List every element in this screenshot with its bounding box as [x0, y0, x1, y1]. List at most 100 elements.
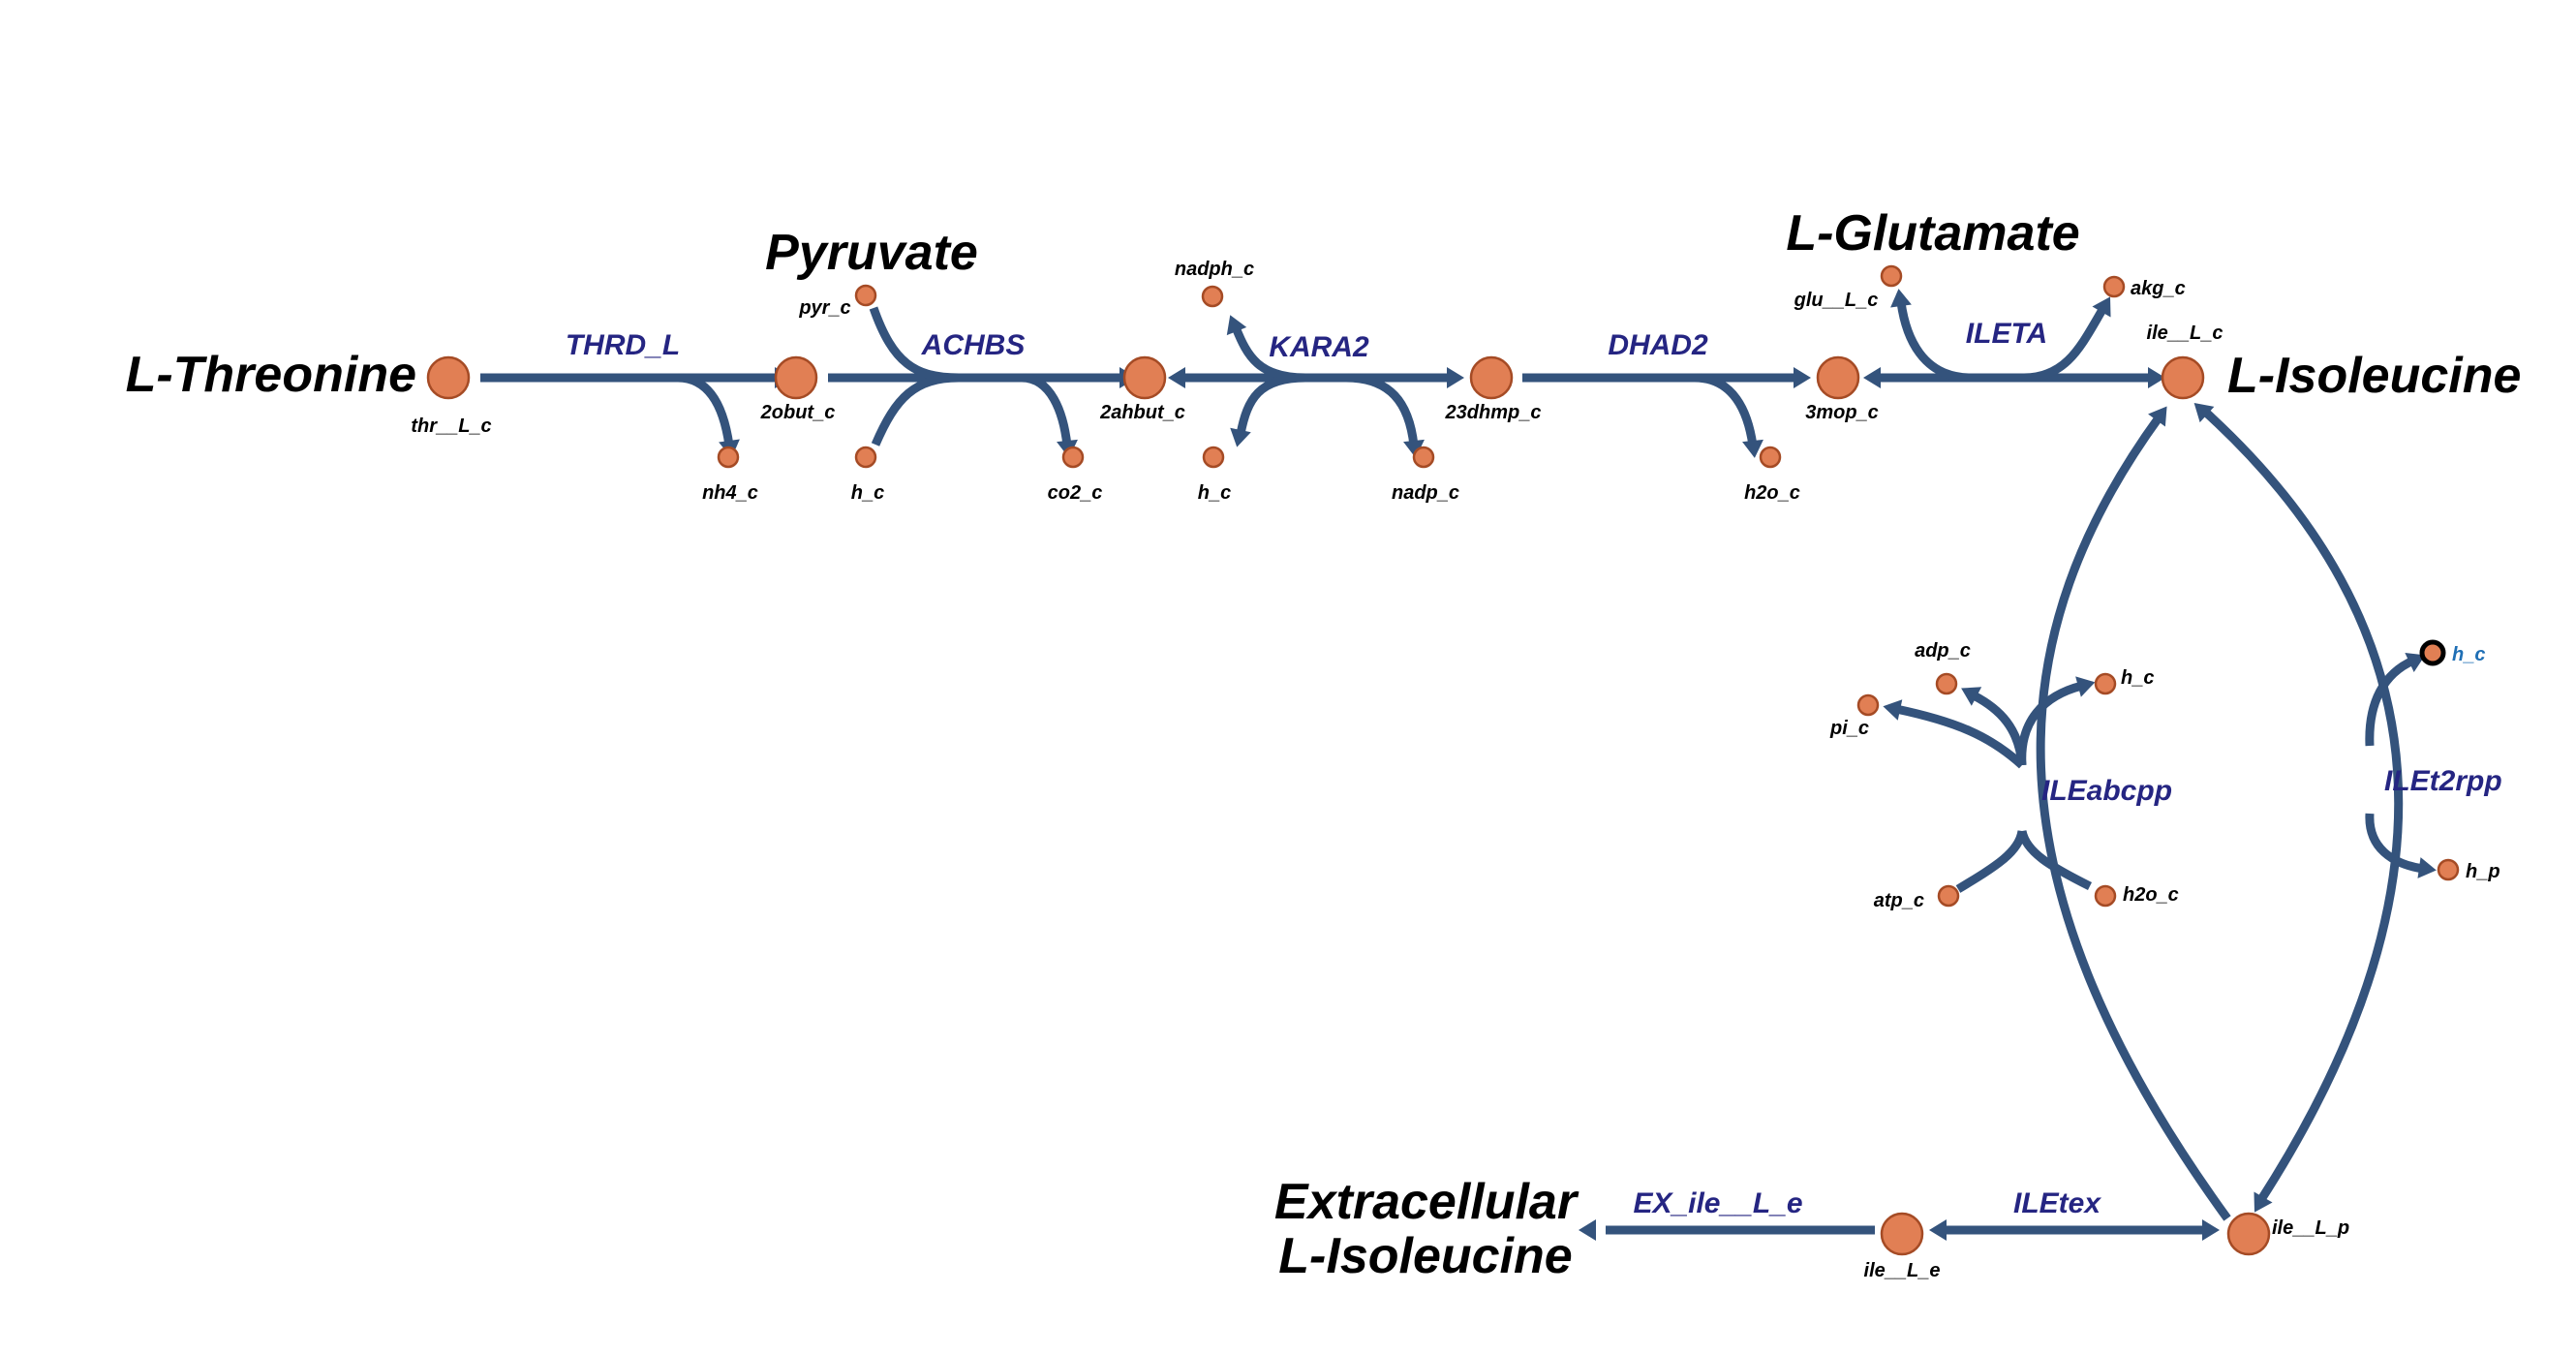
metabolite-nodes	[426, 264, 2460, 1256]
reaction-label-thrd-l[interactable]: THRD_L	[566, 329, 680, 361]
label-ile-l-p: ile__L_p	[2272, 1217, 2349, 1239]
title-l-glutamate: L-Glutamate	[1786, 205, 2079, 262]
edge-kara2-nadp[interactable]	[1345, 373, 1419, 447]
node-thr-l-c[interactable]	[426, 355, 471, 400]
label-h-p: h_p	[2466, 861, 2500, 882]
compound-titles: L-Threonine Pyruvate L-Glutamate L-Isole…	[126, 205, 2522, 1284]
node-co2-c[interactable]	[1061, 446, 1085, 469]
arrowhead-23dhmp	[1447, 367, 1464, 388]
edge-thrd-l-nh4[interactable]	[677, 373, 734, 447]
node-pi-c[interactable]	[1856, 693, 1880, 717]
edge-ileta-akg[interactable]	[2023, 305, 2107, 383]
label-h-c-selected: h_c	[2452, 644, 2485, 665]
label-3mop-c: 3mop_c	[1805, 402, 1879, 423]
node-nh4-c[interactable]	[717, 446, 740, 469]
node-ile-l-p[interactable]	[2226, 1212, 2271, 1256]
node-h-c-selected[interactable]	[2419, 639, 2446, 666]
arrowhead-h-p	[2417, 857, 2437, 878]
arrowhead-h-kara2	[1230, 427, 1251, 447]
arrowhead-akg	[2092, 296, 2111, 318]
label-pi-c: pi_c	[1829, 718, 1869, 739]
reaction-label-ileabcpp[interactable]: ILEabcpp	[2041, 775, 2172, 807]
edge-ilet2rpp-hc[interactable]	[2365, 656, 2415, 747]
node-nadph-c[interactable]	[1201, 285, 1224, 308]
edge-ilet2rpp-hp[interactable]	[2365, 813, 2424, 874]
node-adp-c[interactable]	[1935, 672, 1958, 695]
node-pyr-c[interactable]	[854, 284, 877, 307]
edge-ileabcpp-h[interactable]	[2017, 681, 2084, 766]
label-h2o-c-abc: h2o_c	[2123, 884, 2179, 906]
arrowhead-glu	[1890, 289, 1912, 308]
arrowhead-ex-ile	[1579, 1219, 1596, 1241]
arrowhead-ilet2rpp-ile-c	[2193, 402, 2215, 423]
node-3mop-c[interactable]	[1816, 355, 1860, 400]
node-atp-c[interactable]	[1937, 884, 1960, 908]
arrowhead-3mop	[1794, 367, 1811, 388]
reaction-label-ileta[interactable]: ILETA	[1966, 318, 2047, 350]
reaction-label-ilet2rpp[interactable]: ILEt2rpp	[2384, 765, 2502, 797]
label-thr-l-c: thr__L_c	[411, 416, 491, 437]
label-pyr-c: pyr_c	[798, 297, 850, 319]
arrowhead-iletex-ile-e	[1929, 1219, 1947, 1241]
label-glu-l-c: glu__L_c	[1794, 290, 1879, 311]
node-h-p[interactable]	[2437, 858, 2460, 881]
node-h-c-achbs[interactable]	[854, 446, 877, 469]
edge-ileabcpp-main[interactable]	[2036, 414, 2231, 1221]
edge-ileabcpp-pi[interactable]	[1895, 704, 2026, 769]
title-pyruvate: Pyruvate	[765, 225, 978, 281]
reaction-label-achbs[interactable]: ACHBS	[921, 329, 1026, 361]
arrowhead-2ahbut-reverse	[1168, 367, 1185, 388]
reaction-label-kara2[interactable]: KARA2	[1269, 331, 1369, 363]
label-23dhmp-c: 23dhmp_c	[1445, 402, 1542, 423]
edge-dhad2-h2o[interactable]	[1694, 373, 1758, 447]
node-h-c-abc[interactable]	[2094, 672, 2117, 695]
reaction-label-ex-ile[interactable]: EX_ile__L_e	[1633, 1187, 1802, 1219]
edge-kara2-h[interactable]	[1236, 373, 1306, 435]
node-2ahbut-c[interactable]	[1122, 355, 1167, 400]
reaction-label-dhad2[interactable]: DHAD2	[1608, 329, 1708, 361]
edge-ileabcpp-atp[interactable]	[1955, 830, 2027, 893]
edge-achbs-co2[interactable]	[1021, 373, 1072, 447]
arrowhead-ileabcpp-ile-c	[2148, 406, 2167, 427]
label-2ahbut-c: 2ahbut_c	[1099, 402, 1185, 423]
reaction-label-iletex[interactable]: ILEtex	[2013, 1187, 2101, 1219]
label-nh4-c: nh4_c	[702, 482, 758, 504]
metabolite-labels: thr__L_c 2obut_c nh4_c pyr_c h_c 2ahbut_…	[411, 259, 2499, 1281]
arrowhead-h2o-dhad2	[1742, 439, 1763, 458]
edge-ilet2rpp-main[interactable]	[2200, 407, 2404, 1204]
edge-ileabcpp-h2o[interactable]	[2017, 829, 2093, 891]
arrowhead-iletex-ile-p	[2202, 1219, 2220, 1241]
arrowheads	[719, 289, 2437, 1241]
reaction-edges	[480, 301, 2424, 1235]
node-2obut-c[interactable]	[774, 355, 818, 400]
arrowhead-adp	[1961, 687, 1982, 706]
reaction-labels: THRD_L ACHBS KARA2 DHAD2 ILETA ILEabcpp …	[566, 318, 2502, 1219]
node-ile-l-c[interactable]	[2161, 355, 2205, 400]
label-h-c-kara2: h_c	[1198, 482, 1231, 504]
node-h2o-c-abc[interactable]	[2094, 884, 2117, 908]
arrowhead-pi	[1883, 699, 1903, 721]
label-h2o-c-dhad2: h2o_c	[1744, 482, 1800, 504]
label-h-c-achbs: h_c	[851, 482, 884, 504]
node-23dhmp-c[interactable]	[1469, 355, 1514, 400]
label-atp-c: atp_c	[1874, 890, 1924, 911]
edge-ileta-glu[interactable]	[1896, 301, 1972, 383]
label-co2-c: co2_c	[1048, 482, 1103, 504]
label-nadph-c: nadph_c	[1175, 259, 1254, 280]
arrowhead-h-selected	[2405, 653, 2426, 672]
node-nadp-c[interactable]	[1412, 446, 1435, 469]
node-h2o-c-dhad2[interactable]	[1759, 446, 1782, 469]
label-2obut-c: 2obut_c	[760, 402, 836, 423]
node-glu-l-c[interactable]	[1880, 264, 1903, 288]
arrowhead-ile-p	[2254, 1191, 2273, 1213]
title-extracellular-line1: Extracellular	[1274, 1174, 1579, 1230]
arrowhead-ile-c	[2148, 367, 2165, 388]
node-akg-c[interactable]	[2102, 275, 2126, 298]
node-h-c-kara2[interactable]	[1202, 446, 1225, 469]
label-ile-l-c: ile__L_c	[2147, 323, 2223, 344]
title-l-isoleucine: L-Isoleucine	[2227, 348, 2521, 404]
node-ile-l-e[interactable]	[1880, 1212, 1924, 1256]
edge-achbs-h[interactable]	[871, 373, 960, 447]
label-h-c-abc: h_c	[2121, 667, 2154, 689]
